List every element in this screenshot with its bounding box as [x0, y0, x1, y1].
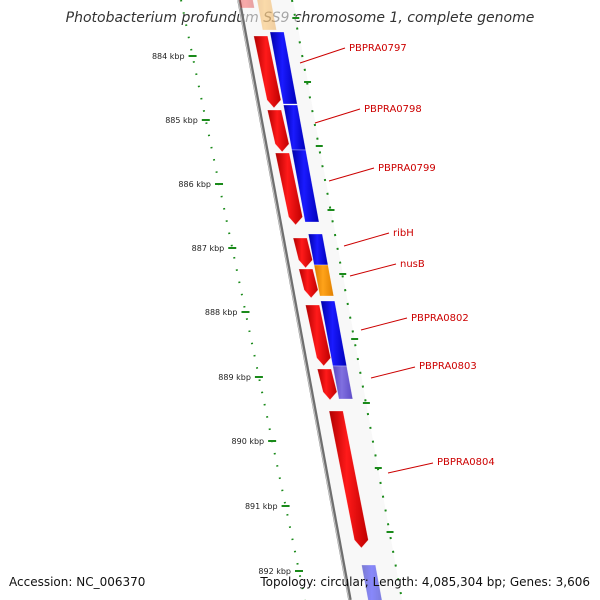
scale-tick-label: 886 kbp [178, 180, 211, 189]
gene-label[interactable]: PBPRA0803 [419, 361, 477, 372]
gene-label[interactable]: nusB [400, 259, 425, 270]
gene-label-leader [387, 462, 434, 474]
accession-text: Accession: NC_006370 [9, 575, 146, 589]
gene-feature-partial[interactable] [255, 0, 277, 31]
scale-ticks: 884 kbp 885 kbp 886 kbp 887 kbp 888 kbp 889 k… [152, 17, 394, 576]
gene-feature-pbpra0804[interactable] [328, 410, 369, 549]
gene-label[interactable]: PBPRA0804 [437, 457, 495, 468]
map-title: Photobacterium profundum SS9 chromosome … [65, 10, 535, 26]
gene-label-leader [314, 108, 361, 124]
gene-feature-pbpra0802[interactable] [305, 304, 332, 367]
gene-label-leader [299, 47, 346, 64]
gene-label-leader [328, 167, 375, 182]
gene-label-leader [349, 263, 397, 277]
scale-tick-label: 891 kbp [245, 502, 278, 511]
gene-feature-partial[interactable] [237, 0, 255, 9]
scale-tick-label: 890 kbp [232, 437, 265, 446]
scale-tick-label: 887 kbp [192, 244, 225, 253]
gene-feature-pbpra0797-reverse[interactable] [269, 31, 298, 105]
gene-feature-pbpra0799[interactable] [274, 152, 303, 226]
backbone-highlight [237, 0, 350, 600]
gene-feature-pbpra0803[interactable] [316, 368, 338, 401]
gene-feature-pbpra0797[interactable] [253, 35, 282, 109]
genome-summary: Topology: circular; Length: 4,085,304 bp… [260, 575, 590, 589]
gene-feature-nusb[interactable] [298, 268, 319, 299]
scale-tick-label: 889 kbp [218, 373, 251, 382]
gene-label-leader [343, 232, 390, 247]
gene-label[interactable]: PBPRA0797 [349, 43, 407, 54]
gene-feature-pbpra0803-pseudo[interactable] [332, 365, 354, 400]
gene-label[interactable]: PBPRA0798 [364, 104, 422, 115]
scale-tick-label: 888 kbp [205, 308, 238, 317]
gene-label-leader [370, 366, 416, 379]
scale-tick-label: 885 kbp [165, 116, 198, 125]
gene-feature-pbpra0798[interactable] [266, 109, 290, 153]
backbone-line [237, 0, 352, 600]
scale-tick-label: 884 kbp [152, 52, 185, 61]
gene-label[interactable]: PBPRA0799 [378, 163, 436, 174]
gene-label-leader [360, 317, 408, 331]
gene-feature-ribh[interactable] [292, 237, 313, 269]
gene-label[interactable]: PBPRA0802 [411, 313, 469, 324]
scale-tick-label: 892 kbp [258, 567, 291, 576]
gene-features [237, 0, 384, 600]
gene-feature-partial-bottom[interactable] [361, 564, 384, 600]
gene-labels: PBPRA0797 PBPRA0798 PBPRA0799 ribH nusB PBPRA… [299, 43, 495, 474]
gene-label[interactable]: ribH [393, 228, 414, 239]
gene-feature-nusb-rna[interactable] [313, 264, 335, 297]
gene-feature-pbpra0799-reverse[interactable] [291, 149, 320, 223]
